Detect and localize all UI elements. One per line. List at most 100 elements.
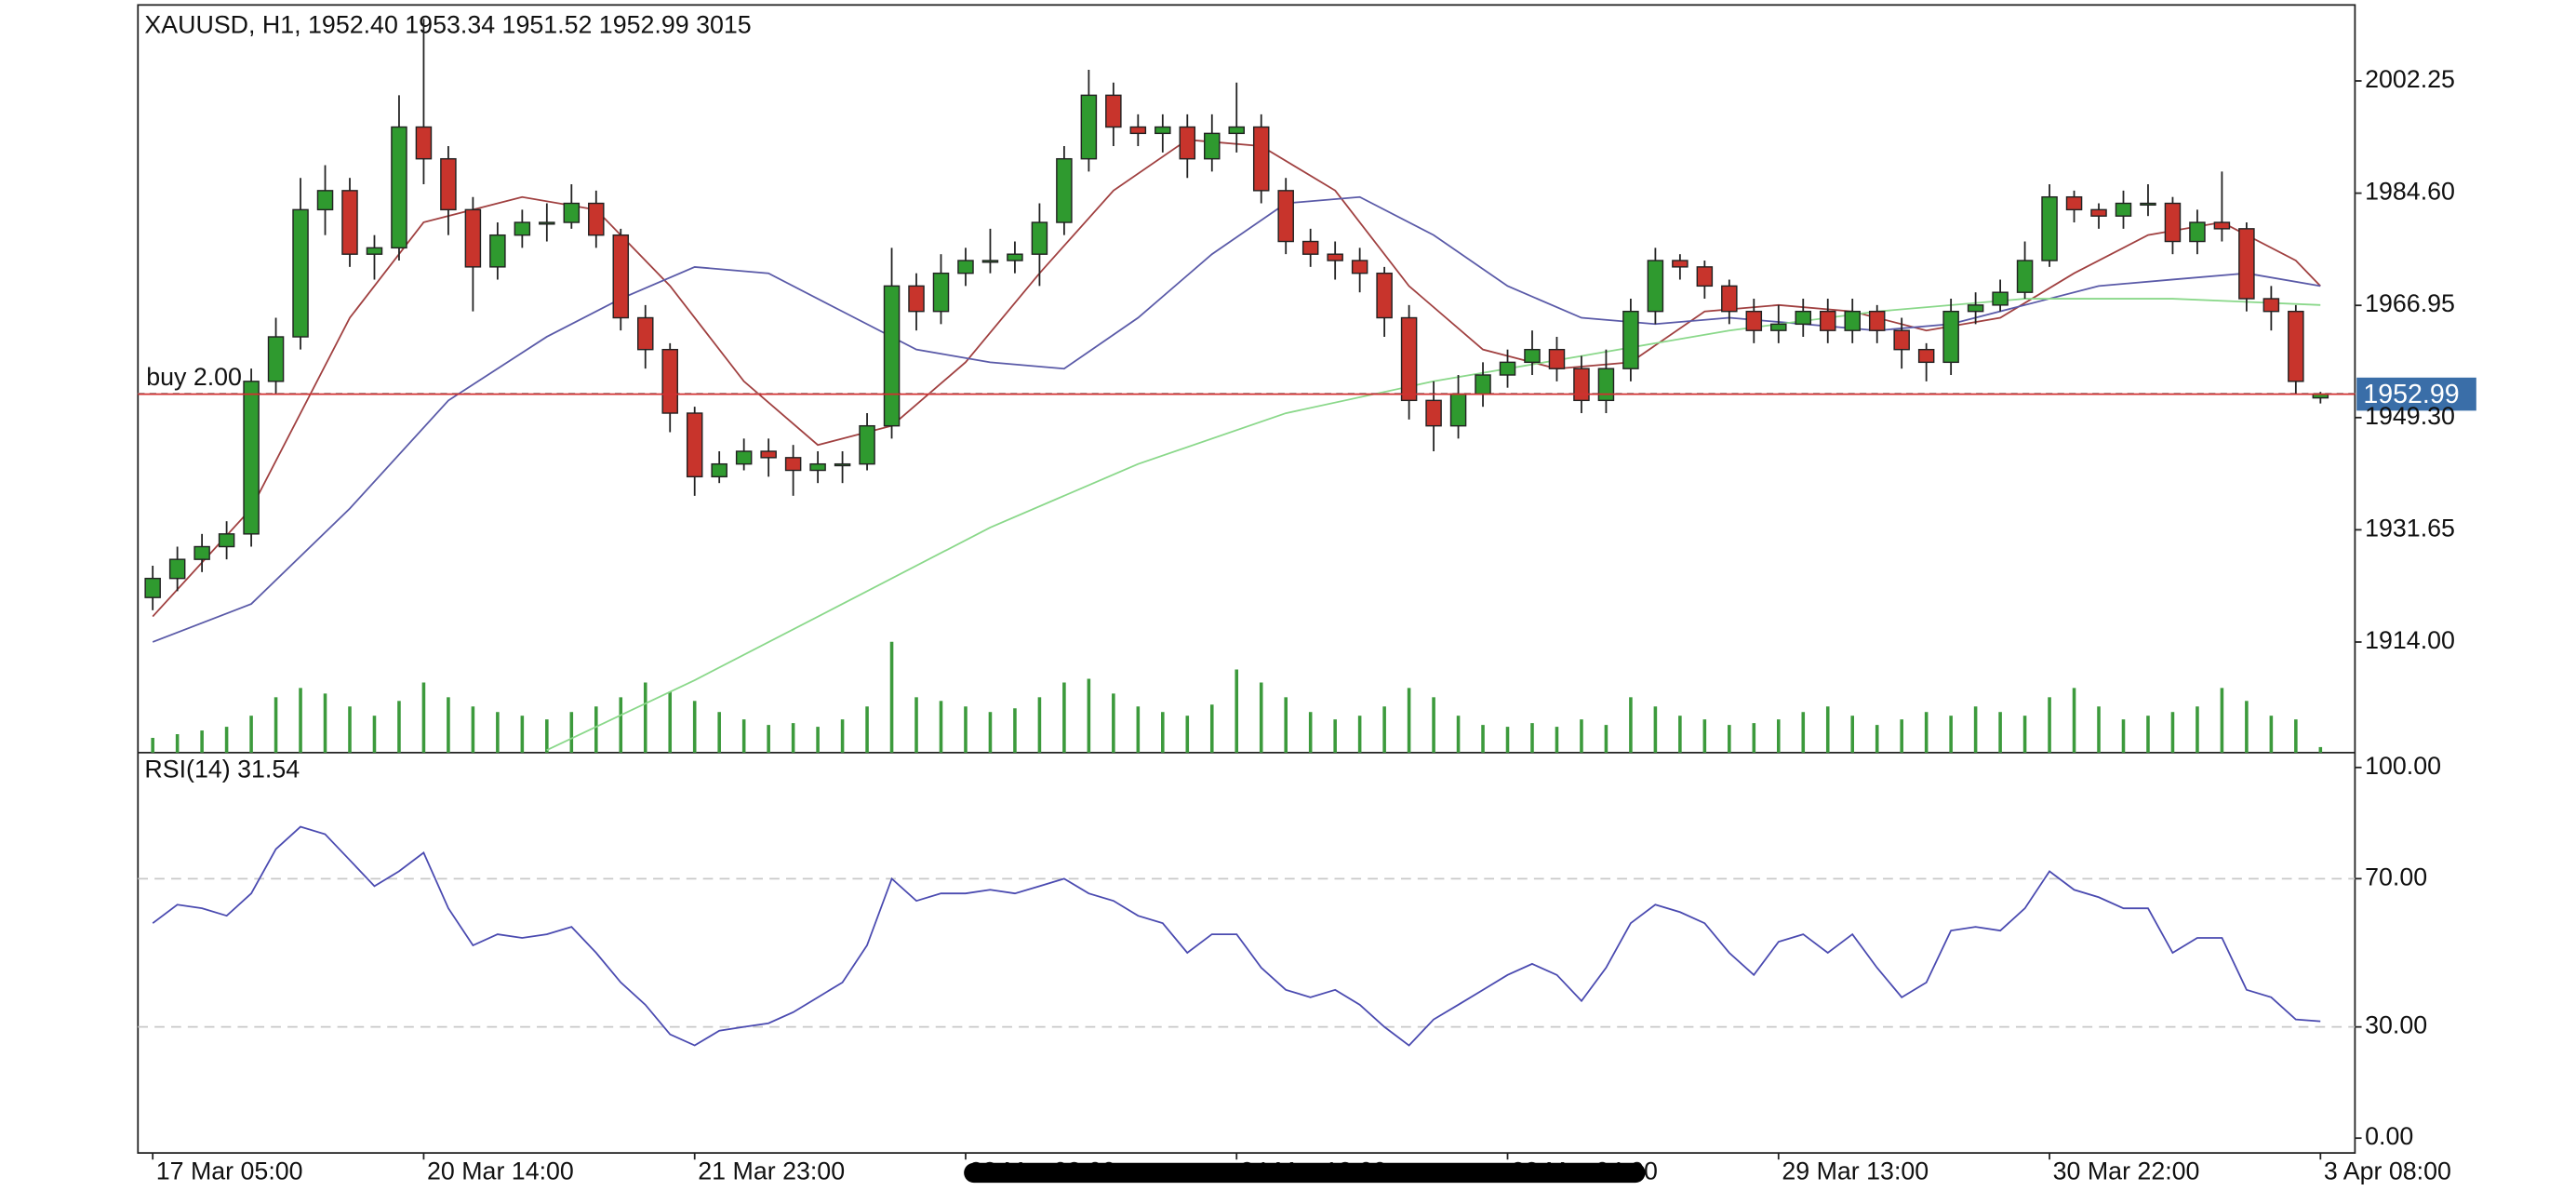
candle-body: [735, 450, 753, 465]
candle-body: [1204, 132, 1221, 160]
rsi-title: RSI(14) 31.54: [144, 756, 300, 783]
candle-body: [2164, 202, 2182, 243]
candle-body: [1056, 157, 1073, 223]
candle-body: [1301, 240, 1319, 255]
candle-body: [563, 202, 581, 223]
candle-body: [809, 462, 826, 472]
candle-body: [464, 208, 482, 268]
candle-body: [1721, 285, 1738, 313]
candle-body: [1942, 310, 1959, 364]
candle-body: [636, 316, 654, 351]
candle-body: [1129, 126, 1147, 135]
candle-body: [957, 260, 974, 274]
candle-body: [1400, 316, 1418, 402]
candle-body: [2140, 202, 2156, 207]
candle-body: [784, 457, 802, 472]
candle-body: [883, 285, 901, 427]
y-tick-label: 100.00: [2365, 752, 2441, 780]
candle-body: [1080, 94, 1098, 160]
candle-body: [2115, 202, 2132, 217]
candle-body: [661, 348, 678, 414]
candle-body: [1597, 368, 1615, 402]
candle-body: [1425, 399, 1442, 427]
candle-body: [267, 336, 285, 382]
x-tick-label: 20 Mar 14:00: [427, 1158, 574, 1185]
candle-body: [391, 126, 407, 249]
candle-body: [144, 577, 161, 598]
moving-average: [546, 298, 2321, 752]
candle-body: [1007, 253, 1023, 261]
candle-body: [686, 412, 703, 478]
candle-body: [859, 424, 875, 465]
rsi-line: [152, 825, 2321, 1047]
candle-body: [1696, 266, 1714, 288]
candle-body: [1105, 94, 1122, 128]
candle-body: [1795, 310, 1812, 326]
chart-title: XAUUSD, H1, 1952.40 1953.34 1951.52 1952…: [144, 11, 751, 39]
candle-body: [1449, 393, 1467, 427]
candle-body: [2016, 260, 2034, 293]
candle-body: [1351, 260, 1368, 274]
y-tick-label: 1914.00: [2365, 626, 2455, 654]
candle-body: [834, 462, 851, 467]
candle-body: [932, 272, 950, 313]
candle-body: [2090, 208, 2107, 217]
candle-body: [539, 221, 555, 225]
candle-body: [292, 208, 309, 338]
candle-body: [612, 234, 630, 319]
candle-body: [1622, 310, 1639, 369]
candle-body: [2288, 310, 2304, 382]
candle-body: [1548, 348, 1566, 369]
candle-body: [1967, 304, 1984, 313]
candle-body: [1327, 253, 1343, 261]
candle-body: [194, 545, 210, 560]
candle-body: [981, 260, 999, 263]
y-tick-label: 1931.65: [2365, 514, 2455, 542]
candle-body: [1475, 374, 1491, 395]
order-label: buy 2.00: [146, 363, 242, 391]
candle-body: [1277, 190, 1294, 243]
y-tick-label: 30.00: [2365, 1011, 2427, 1039]
candle-body: [1647, 260, 1664, 313]
screen-overlay-bar: [964, 1162, 1646, 1184]
candle-body: [1376, 272, 1393, 319]
candle-body: [168, 558, 186, 580]
candle-body: [316, 190, 334, 211]
candle-body: [1844, 310, 1861, 331]
candle-body: [1524, 348, 1541, 364]
candle-body: [415, 126, 433, 160]
candle-body: [1917, 348, 1935, 364]
candle-body: [440, 157, 457, 211]
candle-body: [489, 234, 506, 268]
x-tick-label: 17 Mar 05:00: [156, 1158, 303, 1185]
x-tick-label: 29 Mar 13:00: [1782, 1158, 1929, 1185]
y-tick-label: 0.00: [2365, 1122, 2413, 1150]
last-price-box: [2356, 377, 2476, 411]
candle-body: [366, 247, 383, 255]
y-tick-label: 1949.30: [2365, 402, 2455, 430]
candle-body: [2065, 195, 2083, 211]
y-tick-label: 70.00: [2365, 863, 2427, 890]
candle-body: [711, 462, 727, 478]
y-tick-label: 2002.25: [2365, 65, 2455, 93]
y-tick-label: 1984.60: [2365, 178, 2455, 206]
x-tick-label: 30 Mar 22:00: [2053, 1158, 2200, 1185]
moving-average: [152, 139, 2321, 618]
candle-body: [1893, 329, 1910, 351]
candle-body: [1868, 310, 1886, 331]
last-price-label: 1952.99: [2363, 380, 2459, 409]
y-tick-label: 1966.95: [2365, 289, 2455, 317]
candle-body: [1573, 368, 1590, 402]
candle-body: [1819, 310, 1836, 331]
candle-body: [1031, 221, 1048, 255]
candle-body: [1155, 126, 1171, 135]
candle-body: [2238, 228, 2255, 300]
candle-body: [2262, 298, 2280, 313]
candle-body: [1252, 126, 1270, 192]
candle-body: [2213, 221, 2231, 230]
plot-frame: [137, 4, 2356, 1154]
candle-body: [1179, 126, 1196, 160]
candle-body: [1499, 361, 1516, 376]
